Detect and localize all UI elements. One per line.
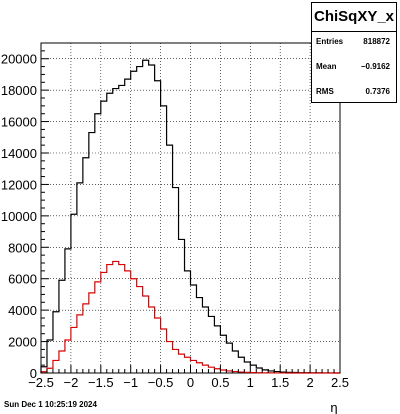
- stats-row-rms: RMS 0.7376: [312, 87, 396, 101]
- y-tick-label: 12000: [1, 177, 37, 192]
- stats-label: Mean: [316, 62, 337, 71]
- x-tick-label: 0.5: [211, 375, 229, 390]
- stats-value: 818872: [363, 37, 390, 46]
- stats-row-entries: Entries 818872: [312, 37, 396, 51]
- y-tick-label: 0: [30, 366, 37, 381]
- timestamp: Sun Dec 1 10:25:19 2024: [4, 400, 97, 409]
- x-tick-label: 1: [247, 375, 254, 390]
- x-tick-label: −1: [123, 375, 138, 390]
- stats-value: −0.9162: [360, 62, 390, 71]
- x-tick-label: 2.5: [331, 375, 349, 390]
- stats-row-mean: Mean −0.9162: [312, 62, 396, 76]
- y-tick-label: 18000: [1, 83, 37, 98]
- stats-value: 0.7376: [365, 87, 390, 96]
- stats-label: Entries: [316, 37, 344, 46]
- y-tick-label: 16000: [1, 115, 37, 130]
- y-tick-label: 20000: [1, 52, 37, 67]
- y-tick-label: 2000: [8, 335, 37, 350]
- axes: −2.5 −2 −1.5 −1 −0.5 0 0.5 1 1.5 2 2.5 0 2000 4000 600…: [1, 42, 349, 390]
- x-axis-label: η: [330, 400, 337, 414]
- stats-label: RMS: [316, 87, 334, 96]
- x-tick-label: 1.5: [271, 375, 289, 390]
- y-tick-label: 10000: [1, 209, 37, 224]
- x-tick-label: −2.5: [28, 375, 54, 390]
- x-tick-label: −0.5: [148, 375, 174, 390]
- stats-box: ChiSqXY_x Entries 818872 Mean −0.9162 RM…: [311, 2, 397, 103]
- stats-title: ChiSqXY_x: [312, 3, 396, 32]
- x-tick-label: −2: [63, 375, 78, 390]
- y-tick-label: 6000: [8, 272, 37, 287]
- x-tick-label: 0: [187, 375, 194, 390]
- y-tick-label: 4000: [8, 303, 37, 318]
- x-tick-label: 2: [306, 375, 313, 390]
- y-tick-label: 8000: [8, 240, 37, 255]
- y-tick-label: 14000: [1, 146, 37, 161]
- x-tick-label: −1.5: [88, 375, 114, 390]
